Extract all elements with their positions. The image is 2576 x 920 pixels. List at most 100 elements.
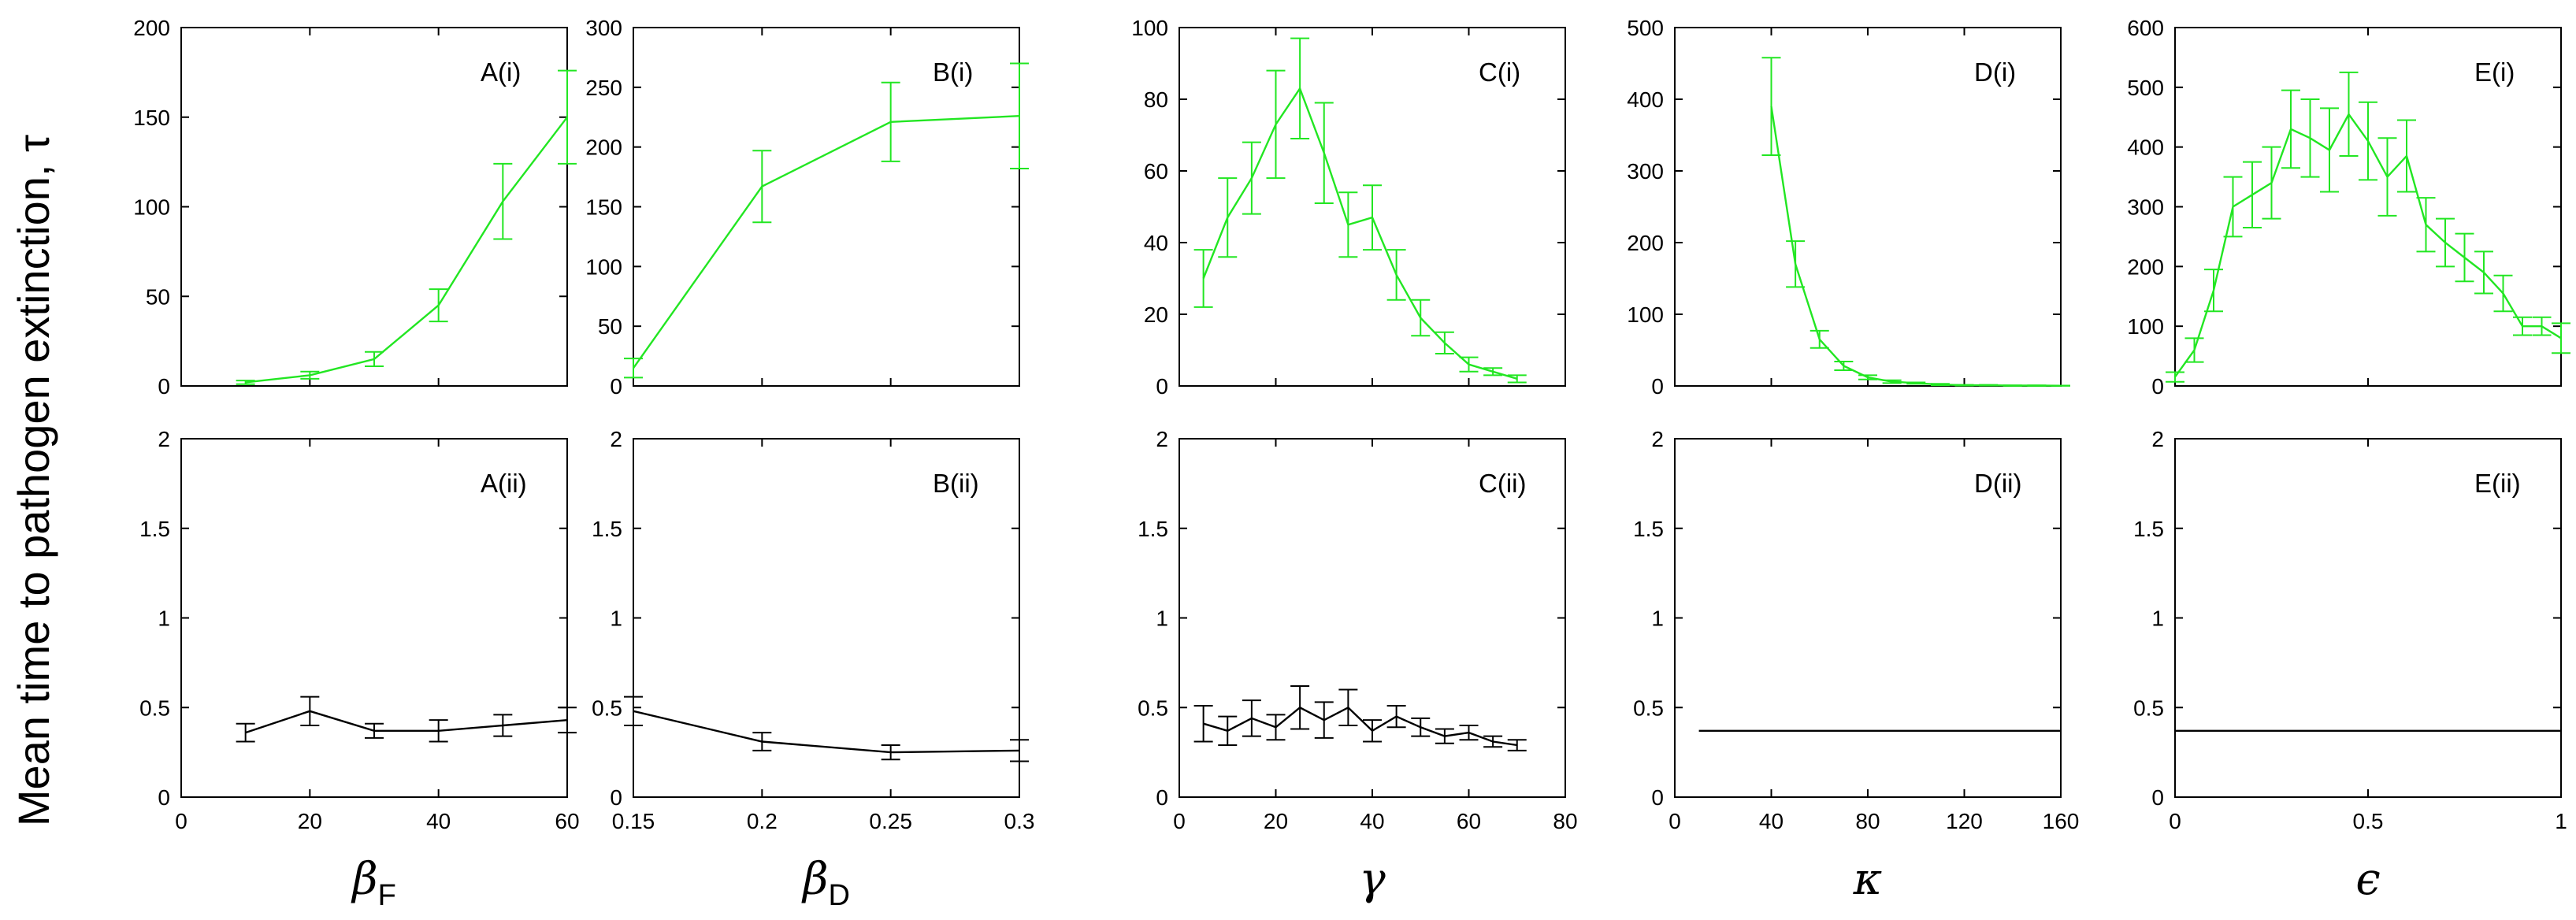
y-tick-label: 100 [585, 254, 622, 279]
y-tick-label: 150 [133, 106, 170, 130]
panel-C-ii: 00.511.520 20 40 60 80C(ii)γ [1138, 427, 1578, 905]
error-bar [881, 744, 900, 761]
error-bar [2262, 146, 2281, 220]
error-bar [2552, 322, 2570, 354]
error-bar [300, 696, 320, 726]
y-tick-label: 500 [1627, 16, 1664, 40]
y-tick-label: 1.5 [1633, 517, 1664, 541]
x-tick-label: 0 [1668, 809, 1681, 833]
error-bar [558, 707, 577, 734]
error-bar [1954, 384, 1974, 387]
error-bar [752, 150, 772, 224]
error-bar [2281, 89, 2300, 169]
y-tick-label: 1.5 [139, 517, 170, 541]
error-bar [1761, 57, 1781, 156]
error-bar [236, 380, 255, 385]
error-bar [2339, 71, 2359, 158]
error-bar [1218, 177, 1238, 258]
y-tick-label: 0 [1651, 785, 1664, 810]
error-bar [2416, 197, 2436, 253]
x-axis-label-subscript: D [828, 879, 849, 912]
error-bar [300, 370, 320, 380]
x-axis-label: βD [801, 854, 850, 912]
y-tick-label: 600 [2127, 16, 2164, 40]
y-tick-label: 300 [2127, 195, 2164, 220]
y-tick-label: 20 [1144, 302, 1168, 327]
error-bar [2027, 384, 2047, 387]
figure-y-axis-label: Mean time to pathogen extinction, τ [9, 135, 58, 826]
y-tick-label: 40 [1144, 231, 1168, 255]
y-tick-label: 1 [158, 607, 170, 631]
y-tick-label: 300 [585, 16, 622, 40]
panel-D-ii: 0 0.5 1 1.5 2 0 40 80 120 160 D(ii) κ [1633, 427, 2079, 905]
x-tick-label: 40 [1360, 809, 1384, 833]
y-tick-label: 50 [598, 314, 622, 339]
error-bar [2243, 161, 2262, 229]
series-line [1770, 106, 2062, 387]
x-tick-label: 0 [1173, 809, 1186, 833]
y-tick-label: 0.5 [2133, 696, 2164, 720]
error-bar [1483, 735, 1503, 748]
error-bar [1242, 699, 1261, 737]
y-tick-label: 100 [2127, 314, 2164, 339]
series-line [245, 710, 568, 734]
error-bar [2166, 371, 2184, 383]
panel-label: D(i) [1974, 58, 2016, 87]
y-tick-label: 0 [158, 785, 170, 810]
x-tick-label: 40 [1759, 809, 1784, 833]
panel-label: B(ii) [933, 469, 979, 498]
error-bar [365, 351, 384, 367]
x-tick-label: 0.3 [1004, 809, 1035, 833]
y-tick-label: 1 [1651, 607, 1664, 631]
x-tick-label: 120 [1946, 809, 1983, 833]
error-bar [1314, 701, 1334, 739]
error-bar [2320, 107, 2339, 193]
y-tick-label: 1.5 [592, 517, 622, 541]
panel-B-i: 0 50 100 150 200 250 300 B(i) [585, 16, 1029, 399]
y-tick-label: 0 [1651, 374, 1664, 399]
error-bar [1882, 379, 1902, 384]
panel-C-i: 0 20 40 60 80 100 C(i) [1131, 16, 1566, 399]
panel-E-ii: 0 0.5 1 1.5 2 0 0.5 1 E(ii) ϵ [2133, 427, 2567, 905]
y-tick-label: 0 [158, 374, 170, 399]
error-bar [1266, 714, 1286, 741]
error-bar [2455, 232, 2474, 283]
y-tick-label: 0.5 [139, 696, 170, 720]
y-tick-label: 2 [2151, 427, 2164, 451]
y-tick-label: 0 [2151, 374, 2164, 399]
panel-label: D(ii) [1974, 469, 2021, 498]
x-tick-label: 20 [298, 809, 322, 833]
error-bar [1786, 240, 1806, 288]
error-bar [2397, 119, 2416, 193]
x-tick-label: 0.2 [747, 809, 778, 833]
error-bar [2377, 137, 2397, 217]
y-tick-label: 400 [2127, 135, 2164, 160]
y-tick-label: 1 [610, 607, 622, 631]
panel-A-i: 0 50 100 150 200 A(i) [133, 16, 577, 399]
y-tick-label: 1.5 [2133, 517, 2164, 541]
error-bar [1010, 62, 1029, 169]
y-tick-label: 0 [1156, 785, 1168, 810]
error-bar [1363, 719, 1382, 743]
y-tick-label: 0.5 [1633, 696, 1664, 720]
error-bar [1411, 717, 1431, 737]
x-axis-label: κ [1853, 854, 1883, 905]
series-line [1202, 86, 1518, 380]
series-line [245, 117, 568, 384]
y-tick-label: 250 [585, 76, 622, 100]
error-bar [1435, 331, 1454, 355]
error-bar [429, 719, 448, 743]
error-bar [1459, 725, 1479, 741]
y-tick-label: 500 [2127, 76, 2164, 100]
y-tick-label: 400 [1627, 87, 1664, 112]
y-tick-label: 0 [610, 374, 622, 399]
x-axis-label-subscript: F [378, 879, 396, 912]
y-tick-label: 200 [585, 135, 622, 160]
error-bar [2493, 274, 2513, 313]
error-bar [1930, 383, 1950, 387]
y-tick-label: 60 [1144, 159, 1168, 184]
error-bar [2003, 384, 2022, 387]
x-tick-label: 0.15 [612, 809, 655, 833]
panel-label: C(i) [1479, 58, 1520, 87]
error-bar [1218, 715, 1238, 747]
